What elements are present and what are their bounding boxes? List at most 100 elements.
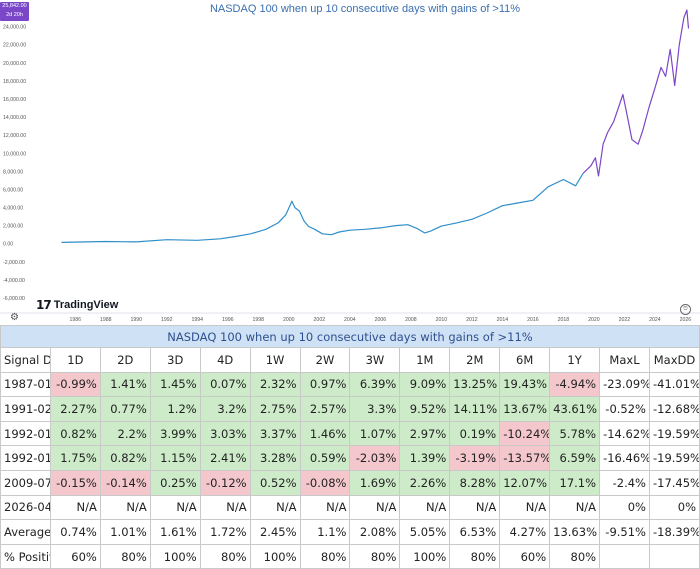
tradingview-logo[interactable]: 17 TradingView <box>36 298 118 312</box>
column-header: 2D <box>99 347 151 373</box>
table-cell: 100% <box>149 543 201 569</box>
y-tick-label: 14,000.00 <box>3 115 26 121</box>
x-tick-label: 1996 <box>222 317 234 323</box>
column-header: 3W <box>349 347 401 373</box>
table-cell: -41.01% <box>648 371 700 398</box>
column-header: 1D <box>49 347 101 373</box>
table-cell: 60% <box>499 543 551 569</box>
x-tick-label: 2018 <box>558 317 570 323</box>
column-header: 3D <box>149 347 201 373</box>
y-tick-label: -2,000.00 <box>3 260 25 266</box>
y-tick-label: 4,000.00 <box>3 206 23 212</box>
table-cell: 1.61% <box>149 519 201 545</box>
table-cell: 80% <box>199 543 251 569</box>
table-row: 2009-07-23-0.15%-0.14%0.25%-0.12%0.52%-0… <box>0 469 700 496</box>
table-cell: 1.72% <box>199 519 251 545</box>
table-cell: 9.52% <box>399 396 451 422</box>
y-tick-label: 2,000.00 <box>3 224 23 230</box>
x-tick-label: 2002 <box>314 317 326 323</box>
series-line-1 <box>61 172 584 243</box>
table-cell: 2.97% <box>399 420 451 447</box>
table-cell: N/A <box>399 494 451 521</box>
x-tick-label: 1998 <box>253 317 265 323</box>
y-tick-label: 16,000.00 <box>3 97 26 103</box>
table-cell: 0.25% <box>149 469 201 496</box>
table-cell: 80% <box>549 543 601 569</box>
column-header: 6M <box>499 347 551 373</box>
table-cell: 8.28% <box>449 469 501 496</box>
table-cell: 1.46% <box>299 420 351 447</box>
x-tick-label: 2016 <box>527 317 539 323</box>
table-cell: 3.28% <box>249 445 301 471</box>
row-label: 2026-04-14 <box>0 494 51 521</box>
table-cell <box>599 543 650 569</box>
y-tick-label: 22,000.00 <box>3 43 26 49</box>
row-label: 1987-01-15 <box>0 371 51 398</box>
y-tick-label: 0.00 <box>3 242 13 248</box>
last-price-countdown: 2d 20h <box>6 12 23 18</box>
table-cell: -9.51% <box>599 519 650 545</box>
table-cell: 1.2% <box>149 396 201 422</box>
x-tick-label: 2024 <box>649 317 661 323</box>
gear-icon[interactable]: ⚙ <box>10 312 19 323</box>
table-cell: N/A <box>149 494 201 521</box>
last-price-tag: 25,842.00 2d 20h <box>0 2 29 21</box>
series-line-2 <box>582 9 690 177</box>
x-tick-label: 1992 <box>161 317 173 323</box>
table-cell: N/A <box>49 494 101 521</box>
table-cell: 2.75% <box>249 396 301 422</box>
table-cell: N/A <box>199 494 251 521</box>
table-cell: 2.57% <box>299 396 351 422</box>
table-cell: -23.09% <box>599 371 650 398</box>
x-tick-label: 2020 <box>588 317 600 323</box>
x-tick-label: 1994 <box>192 317 204 323</box>
table-cell: N/A <box>449 494 501 521</box>
x-tick-label: 1990 <box>130 317 142 323</box>
table-cell: 100% <box>399 543 451 569</box>
column-header: 4D <box>199 347 251 373</box>
x-tick-label: 2004 <box>344 317 356 323</box>
table-row: Average: 0.74% 1.01% 1.61% 1.72% 2.45% 1.1% 2.0… <box>0 519 700 545</box>
table-cell: -0.12% <box>199 469 251 496</box>
table-cell: 13.67% <box>499 396 551 422</box>
table-cell: 13.25% <box>449 371 501 398</box>
table-cell: N/A <box>99 494 151 521</box>
table-cell: 3.2% <box>199 396 251 422</box>
table-cell: -0.15% <box>49 469 101 496</box>
x-tick-label: 2026 <box>680 317 692 323</box>
y-tick-label: 20,000.00 <box>3 61 26 67</box>
table-cell: 4.27% <box>499 519 551 545</box>
column-header: Signal Date <box>0 347 51 373</box>
table-cell: 60% <box>49 543 101 569</box>
last-price-value: 25,842.00 <box>2 3 27 9</box>
table-cell: 14.11% <box>449 396 501 422</box>
table-cell: -17.45% <box>648 469 700 496</box>
table-cell: -14.62% <box>599 420 650 447</box>
table-cell: 3.99% <box>149 420 201 447</box>
table-cell: 1.69% <box>349 469 401 496</box>
table-cell: 2.32% <box>249 371 301 398</box>
x-tick-label: 1986 <box>69 317 81 323</box>
table-cell: 0.82% <box>49 420 101 447</box>
table-cell: -19.59% <box>648 445 700 471</box>
table-cell: 0% <box>599 494 650 521</box>
table-title-row: NASDAQ 100 when up 10 consecutive days w… <box>0 325 700 348</box>
chart-title: NASDAQ 100 when up 10 consecutive days w… <box>210 3 520 15</box>
table-cell: 1.1% <box>299 519 351 545</box>
x-tick-label: 2000 <box>283 317 295 323</box>
table-cell: -0.52% <box>599 396 650 422</box>
y-tick-label: -4,000.00 <box>3 278 25 284</box>
table-cell: N/A <box>299 494 351 521</box>
table-cell: 1.07% <box>349 420 401 447</box>
table-cell: 12.07% <box>499 469 551 496</box>
table-cell: 2.27% <box>49 396 101 422</box>
table-cell: -12.68% <box>648 396 700 422</box>
table-cell: 13.63% <box>549 519 601 545</box>
table-cell: N/A <box>249 494 301 521</box>
column-header: 1M <box>399 347 451 373</box>
clock-icon[interactable]: ⏲ <box>680 304 691 315</box>
table-cell: -2.03% <box>349 445 401 471</box>
table-cell: 0.59% <box>299 445 351 471</box>
price-chart[interactable]: NASDAQ 100 when up 10 consecutive days w… <box>0 0 700 325</box>
table-cell: 2.2% <box>99 420 151 447</box>
